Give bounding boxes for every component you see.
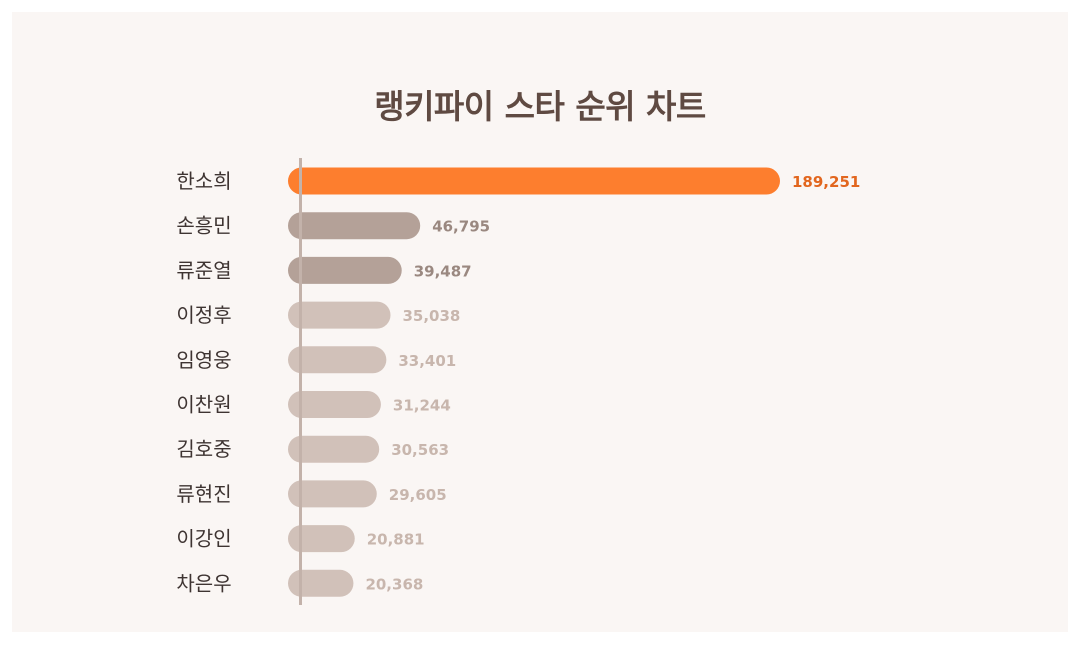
- category-label: 이찬원: [176, 393, 231, 417]
- category-label: 이정후: [176, 303, 231, 327]
- bar: [288, 569, 354, 597]
- value-label: 31,244: [393, 397, 451, 415]
- value-label: 46,795: [432, 218, 490, 236]
- category-label: 한소희: [176, 169, 231, 193]
- category-label: 이강인: [176, 527, 231, 551]
- value-label: 189,251: [792, 173, 860, 191]
- value-label: 20,368: [365, 575, 423, 593]
- bar: [288, 167, 780, 195]
- value-label: 20,881: [367, 531, 425, 549]
- bar: [288, 346, 387, 374]
- bar: [288, 435, 380, 463]
- bar: [288, 525, 355, 553]
- category-label: 류준열: [176, 258, 231, 282]
- value-label: 29,605: [389, 486, 447, 504]
- value-label: 30,563: [391, 441, 449, 459]
- bar: [288, 301, 391, 329]
- category-label: 차은우: [176, 571, 231, 595]
- chart-title: 랭키파이 스타 순위 차트: [374, 87, 706, 126]
- category-label: 임영웅: [176, 348, 231, 372]
- category-label: 류현진: [176, 482, 231, 506]
- value-label: 39,487: [414, 262, 472, 280]
- value-label: 33,401: [398, 352, 456, 370]
- category-label: 김호중: [176, 437, 231, 461]
- category-label: 손흥민: [176, 214, 231, 238]
- bar: [288, 256, 402, 284]
- bars-group: 한소희 189,251 손흥민 46,795 류준열 39,487 이정후 35,038 임영웅…: [176, 167, 860, 597]
- chart-card: [12, 12, 1068, 632]
- bar: [288, 480, 377, 508]
- bar: [288, 212, 421, 240]
- bar: [288, 391, 381, 418]
- value-label: 35,038: [402, 307, 460, 325]
